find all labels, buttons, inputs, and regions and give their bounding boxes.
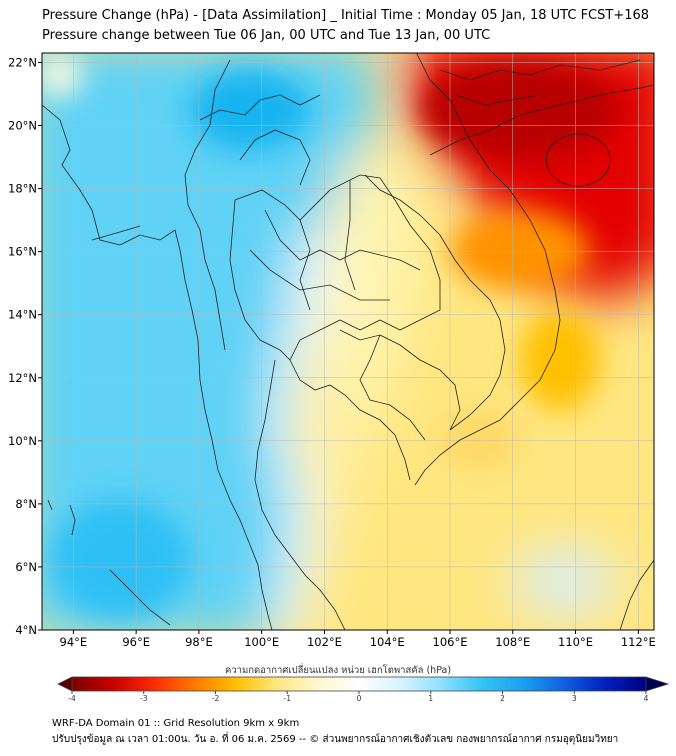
lon-label: 112°E (621, 635, 656, 649)
colorbar-tick-label: -1 (284, 694, 292, 703)
lat-label: 16°N (8, 245, 37, 259)
colorbar-tick-label: -2 (212, 694, 220, 703)
map-frame (41, 52, 655, 631)
lat-label: 20°N (8, 119, 37, 133)
lat-label: 10°N (8, 434, 37, 448)
lat-label: 18°N (8, 182, 37, 196)
lon-label: 94°E (60, 635, 88, 649)
lat-label: 4°N (15, 623, 37, 637)
colorbar-tick-label: 3 (572, 694, 577, 703)
lon-label: 96°E (122, 635, 150, 649)
title-line1: Pressure Change (hPa) - [Data Assimilati… (42, 8, 650, 23)
colorbar-tick-label: 1 (428, 694, 433, 703)
colorbar-label: ความกดอากาศเปลี่ยนแปลง หน่วย เฮกโตพาสคัล… (224, 665, 452, 676)
lat-label: 22°N (8, 55, 37, 69)
colorbar-tick-label: 2 (500, 694, 505, 703)
lat-label: 6°N (15, 560, 37, 574)
pressure-field (42, 53, 654, 630)
lon-label: 106°E (433, 635, 468, 649)
lon-label: 108°E (495, 635, 530, 649)
colorbar-tick-label: -3 (140, 694, 148, 703)
lon-label: 102°E (307, 635, 342, 649)
lon-label: 98°E (185, 635, 213, 649)
colorbar-min-arrow (57, 676, 73, 692)
lon-label: 110°E (558, 635, 593, 649)
lon-label: 104°E (370, 635, 405, 649)
footer-line2: ปรับปรุงข้อมูล ณ เวลา 01:00น. วัน อ. ที่… (52, 734, 619, 745)
colorbar: -4 -3 -2 -1 0 1 2 3 4 (57, 676, 670, 703)
title-line2: Pressure change between Tue 06 Jan, 00 U… (42, 28, 491, 43)
graticule (42, 53, 654, 630)
colorbar-tick-label: -4 (68, 694, 76, 703)
longitude-labels: 94°E 96°E 98°E 100°E 102°E 104°E 106°E 108°E 110… (60, 630, 656, 649)
colorbar-max-arrow (645, 676, 670, 692)
coastlines-borders (42, 53, 654, 630)
lat-label: 8°N (15, 497, 37, 511)
colorbar-tick-label: 4 (644, 694, 649, 703)
lon-label: 100°E (244, 635, 279, 649)
latitude-labels: 22°N 20°N 18°N 16°N 14°N 12°N 10°N 8°N 6°N 4°N (8, 55, 42, 637)
lat-label: 12°N (8, 371, 37, 385)
footer-line1: WRF-DA Domain 01 :: Grid Resolution 9km … (52, 718, 300, 729)
colorbar-tick-label: 0 (357, 694, 362, 703)
lat-label: 14°N (8, 308, 37, 322)
